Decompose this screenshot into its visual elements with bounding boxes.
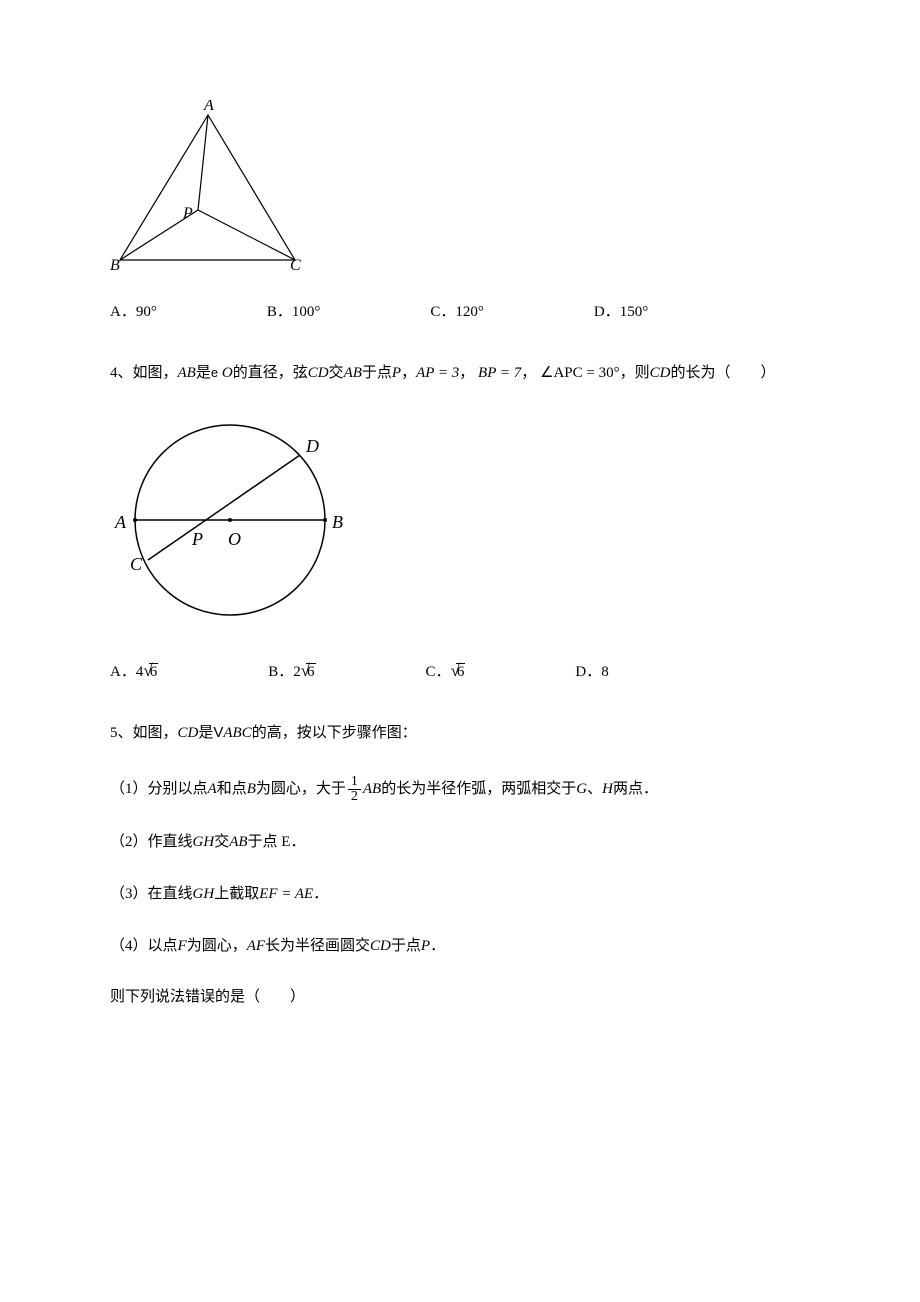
label-D: D — [305, 436, 319, 456]
label-P: P — [182, 205, 193, 222]
q5-tail: 则下列说法错误的是（ ） — [110, 985, 810, 1009]
q5-step-1: （1）分别以点A和点B为圆心，大于12AB的长为半径作弧，两弧相交于G、H两点． — [110, 775, 810, 804]
label-B: B — [110, 257, 120, 274]
option-B: B．2√6 — [268, 660, 315, 681]
label-C: C — [290, 257, 301, 274]
option-A: A．90° — [110, 300, 157, 321]
q5-step-3: （3）在直线GH上截取EF = AE． — [110, 881, 810, 908]
q5-step-2: （2）作直线GH交AB于点 E． — [110, 829, 810, 856]
triangle-svg: A B C P — [110, 100, 310, 280]
option-B: B．100° — [267, 300, 321, 321]
circle-svg: A B C D P O — [110, 410, 360, 630]
label-O: O — [228, 529, 241, 549]
q3-options: A．90° B．100° C．120° D．150° — [110, 300, 810, 321]
q4-options: A．4√6 B．2√6 C．√6 D．8 — [110, 660, 810, 681]
label-A: A — [203, 100, 214, 114]
q5-text: 5、如图，CD是VABC的高，按以下步骤作图： — [110, 721, 810, 745]
option-C: C．120° — [430, 300, 484, 321]
label-B: B — [332, 512, 343, 532]
label-A: A — [114, 512, 127, 532]
q5-step-4: （4）以点F为圆心，AF长为半径画圆交CD于点P． — [110, 933, 810, 960]
q4-text: 4、如图，AB是e O的直径，弦CD交AB于点P，AP = 3， BP = 7，… — [110, 361, 810, 385]
option-D: D．150° — [594, 300, 648, 321]
label-C: C — [130, 554, 143, 574]
figure-q4-circle: A B C D P O — [110, 410, 810, 630]
figure-q3-triangle: A B C P — [110, 100, 810, 280]
label-P: P — [191, 529, 203, 549]
option-D: D．8 — [575, 660, 608, 681]
option-C: C．√6 — [426, 660, 466, 681]
option-A: A．4√6 — [110, 660, 158, 681]
